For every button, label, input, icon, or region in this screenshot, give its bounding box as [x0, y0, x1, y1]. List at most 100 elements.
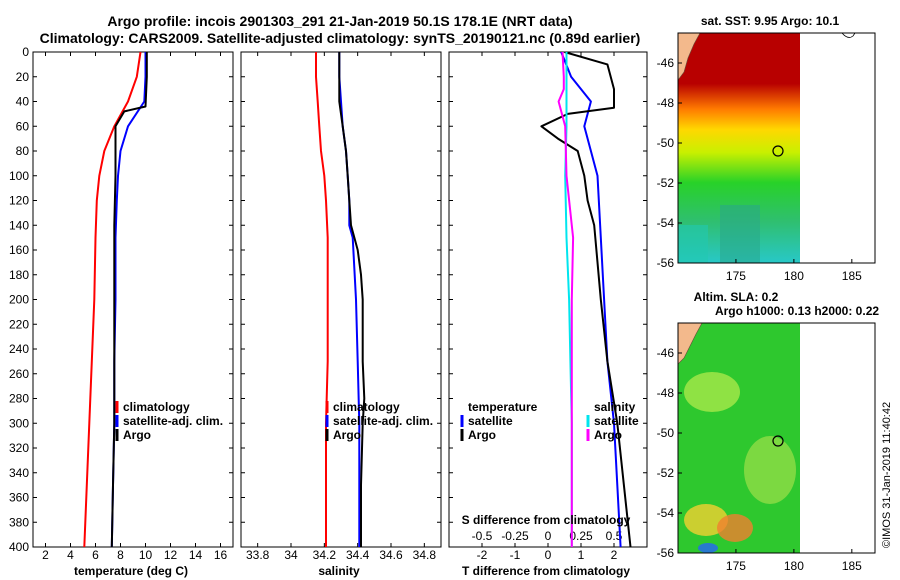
- sla-map: Altim. SLA: 0.2 Argo h1000: 0.13 h2000: …: [657, 290, 880, 573]
- salinity-tick-label: 34: [284, 548, 298, 562]
- sla-patch: [717, 514, 753, 542]
- s-difference-tick-label: 0.25: [569, 529, 593, 543]
- legend-heading-salinity: salinity: [594, 400, 636, 414]
- t-difference-tick-label: -1: [510, 548, 521, 562]
- latitude-tick-label: -48: [657, 386, 675, 400]
- depth-tick-label: 100: [9, 169, 29, 183]
- depth-tick-label: 120: [9, 194, 29, 208]
- longitude-tick-label: 185: [842, 269, 862, 283]
- sla-patch: [744, 436, 796, 504]
- salinity-tick-label: 34.8: [413, 548, 437, 562]
- longitude-tick-label: 185: [842, 559, 862, 573]
- depth-tick-label: 380: [9, 515, 29, 529]
- imos-credit: ©IMOS 31-Jan-2019 11:40:42: [881, 402, 893, 548]
- series-line-t-satellite: [560, 52, 622, 547]
- latitude-tick-label: -54: [657, 506, 675, 520]
- s-difference-tick-label: 0.5: [606, 529, 623, 543]
- salinity-panel-frame: [240, 51, 442, 548]
- sst-map: sat. SST: 9.95 Argo: 10.1 175 180 185 -46 -4…: [657, 14, 876, 283]
- temperature-tick-label: 16: [214, 548, 228, 562]
- argo-position-marker: [772, 145, 784, 157]
- temperature-tick-label: 8: [117, 548, 124, 562]
- depth-tick-label: 80: [16, 144, 30, 158]
- sla-patch: [698, 543, 718, 553]
- latitude-tick-label: -50: [657, 426, 675, 440]
- salinity-tick-label: 34.6: [379, 548, 403, 562]
- depth-tick-label: 340: [9, 466, 29, 480]
- temperature-legend: climatology satellite-adj. clim. Argo: [115, 400, 223, 442]
- lines-layer: [83, 52, 632, 547]
- sla-map-title: Altim. SLA: 0.2: [694, 290, 779, 304]
- sla-map-subtitle: Argo h1000: 0.13 h2000: 0.22: [715, 304, 879, 318]
- depth-tick-label: 60: [16, 119, 30, 133]
- temperature-tick-label: 6: [92, 548, 99, 562]
- latitude-tick-label: -56: [657, 546, 675, 560]
- depth-tick-label: 40: [16, 95, 30, 109]
- depth-tick-label: 0: [22, 45, 29, 59]
- axes-layer: 0204060801001201401601802002202402602803…: [9, 45, 647, 562]
- series-line-argo: [338, 52, 366, 547]
- island-outline: [841, 32, 856, 38]
- depth-tick-label: 140: [9, 218, 29, 232]
- depth-tick-label: 220: [9, 317, 29, 331]
- sst-cool-patch: [720, 205, 760, 263]
- sst-map-title: sat. SST: 9.95 Argo: 10.1: [701, 14, 840, 28]
- depth-tick-label: 280: [9, 392, 29, 406]
- latitude-tick-label: -52: [657, 466, 675, 480]
- temperature-tick-label: 12: [164, 548, 178, 562]
- s-difference-tick-label: -0.5: [472, 529, 493, 543]
- legend-label-argo: Argo: [333, 428, 361, 442]
- legend-label-argo: Argo: [123, 428, 151, 442]
- depth-tick-label: 20: [16, 70, 30, 84]
- depth-tick-label: 180: [9, 268, 29, 282]
- latitude-tick-label: -48: [657, 96, 675, 110]
- figure-title-line2: Climatology: CARS2009. Satellite-adjuste…: [40, 30, 641, 46]
- longitude-tick-label: 175: [726, 269, 746, 283]
- depth-tick-label: 300: [9, 416, 29, 430]
- legend-label-s-argo: Argo: [594, 428, 622, 442]
- depth-tick-label: 260: [9, 367, 29, 381]
- argo-position-marker: [772, 435, 784, 447]
- series-line-climatology: [83, 52, 142, 547]
- sla-map-ticks: 175 180 185 -46 -48 -50 -52 -54 -56: [657, 346, 862, 573]
- t-difference-tick-label: -2: [477, 548, 488, 562]
- salinity-legend: climatology satellite-adj. clim. Argo: [325, 400, 433, 442]
- sst-map-frame: [677, 32, 876, 264]
- salinity-tick-label: 34.4: [346, 548, 370, 562]
- latitude-tick-label: -54: [657, 216, 675, 230]
- legend-label-s-satellite: satellite: [594, 414, 639, 428]
- series-line-satellite-adj-clim-: [110, 52, 147, 547]
- s-difference-tick-label: 0: [545, 529, 552, 543]
- temperature-tick-label: 2: [42, 548, 49, 562]
- depth-tick-label: 240: [9, 342, 29, 356]
- s-difference-tick-label: -0.25: [501, 529, 529, 543]
- legend-label-t-satellite: satellite: [468, 414, 513, 428]
- series-line-argo: [110, 52, 148, 547]
- t-difference-xlabel: T difference from climatology: [462, 564, 630, 578]
- sla-map-frame: [677, 322, 876, 554]
- series-line-climatology: [315, 52, 329, 547]
- depth-tick-label: 360: [9, 491, 29, 505]
- longitude-tick-label: 180: [784, 559, 804, 573]
- salinity-tick-label: 33.8: [246, 548, 270, 562]
- figure-title-line1: Argo profile: incois 2901303_291 21-Jan-…: [107, 13, 572, 29]
- t-difference-tick-label: 1: [578, 548, 585, 562]
- t-difference-tick-label: 0: [545, 548, 552, 562]
- latitude-tick-label: -46: [657, 346, 675, 360]
- depth-tick-label: 200: [9, 293, 29, 307]
- latitude-tick-label: -46: [657, 56, 675, 70]
- legend-label-t-argo: Argo: [468, 428, 496, 442]
- sst-map-ticks: 175 180 185 -46 -48 -50 -52 -54 -56: [657, 56, 862, 283]
- latitude-tick-label: -52: [657, 176, 675, 190]
- depth-tick-label: 160: [9, 243, 29, 257]
- legend-label-satellite: satellite-adj. clim.: [333, 414, 433, 428]
- s-difference-xlabel: S difference from climatology: [462, 513, 631, 527]
- sst-cool-patch: [678, 225, 708, 263]
- temperature-xlabel: temperature (deg C): [74, 564, 188, 578]
- latitude-tick-label: -50: [657, 136, 675, 150]
- temperature-tick-label: 14: [189, 548, 203, 562]
- temperature-tick-label: 4: [67, 548, 74, 562]
- longitude-tick-label: 175: [726, 559, 746, 573]
- sla-patch: [684, 372, 740, 412]
